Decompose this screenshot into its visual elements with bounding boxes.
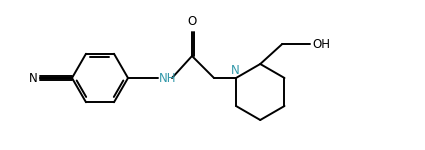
Text: NH: NH bbox=[159, 72, 176, 84]
Text: N: N bbox=[231, 64, 239, 77]
Text: N: N bbox=[29, 72, 38, 84]
Text: O: O bbox=[187, 15, 197, 28]
Text: OH: OH bbox=[312, 38, 330, 51]
